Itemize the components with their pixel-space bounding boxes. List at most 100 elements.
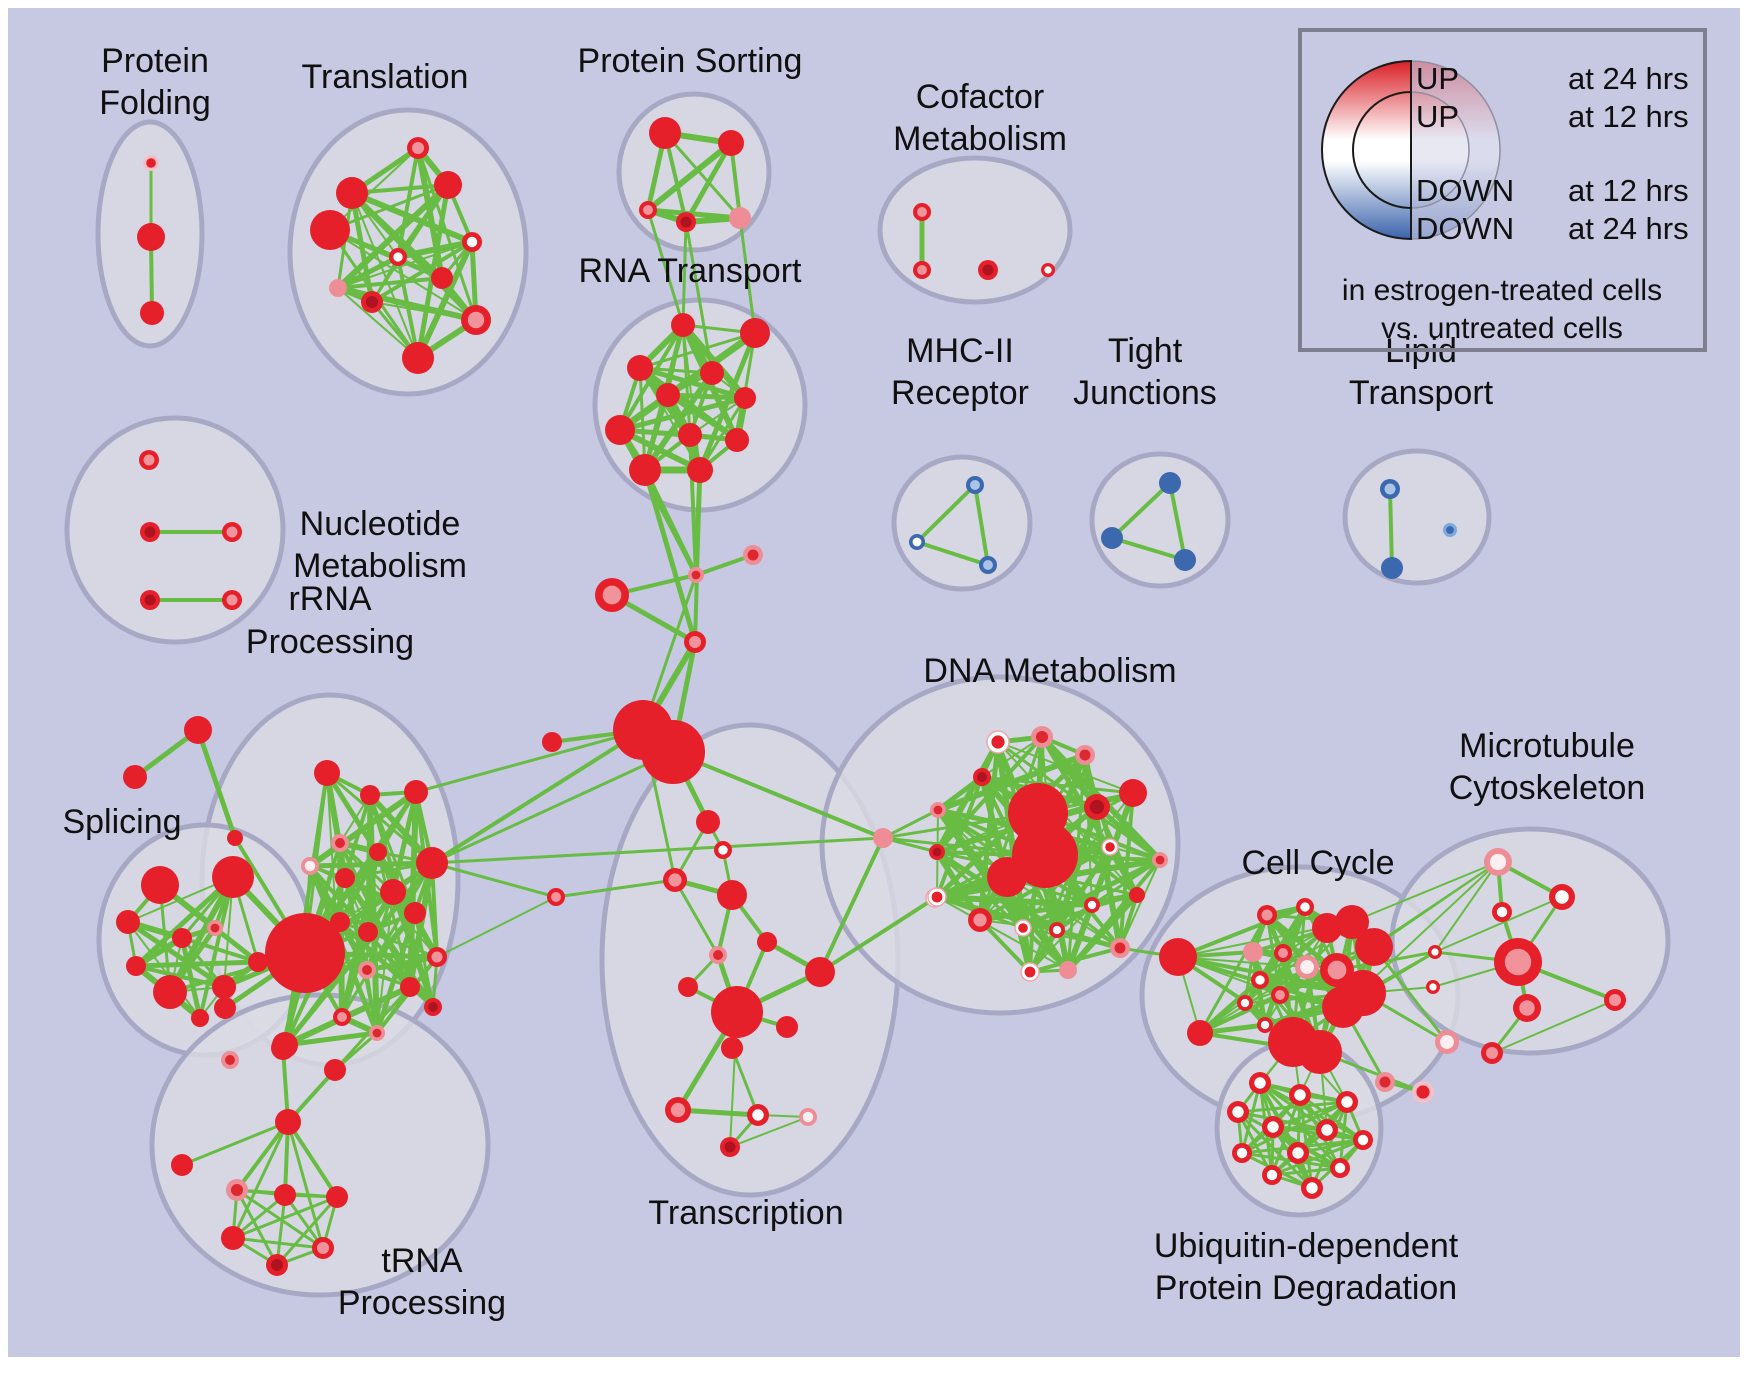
cluster-label-microtubule-cytoskeleton: Microtubule (1459, 727, 1635, 765)
network-edge (231, 1236, 325, 1250)
gene-node (336, 177, 368, 209)
gene-node (275, 1109, 301, 1135)
gene-node (265, 913, 345, 993)
network-edge (693, 468, 702, 644)
gene-node (718, 130, 744, 156)
cluster-ellipse-mhc-ii-receptor (891, 454, 1033, 592)
cluster-labels: Protein Folding Translation Protein Sorting… (62, 42, 1645, 1322)
network-edge (1434, 861, 1499, 953)
legend-row-time: at 24 hrs (1568, 211, 1689, 246)
gene-node (1335, 905, 1369, 939)
cluster-label-microtubule-cytoskeleton: Cytoskeleton (1449, 769, 1646, 807)
gene-node-center (372, 1028, 382, 1038)
gene-node-center (931, 891, 943, 903)
network-edge (338, 920, 439, 959)
gene-node (402, 342, 434, 374)
gene-node-center (146, 158, 156, 168)
gene-node-center (1306, 1182, 1318, 1194)
gene-node (116, 910, 140, 934)
network-edge (638, 331, 757, 370)
gene-node-center (362, 965, 372, 975)
gene-node (873, 828, 893, 848)
network-edge (1198, 913, 1269, 1035)
network-edge (1199, 994, 1281, 1034)
network-edge (430, 750, 675, 865)
network-edge (133, 874, 236, 969)
gene-node (400, 977, 420, 997)
legend-caption-line1: in estrogen-treated cells (1342, 274, 1662, 307)
network-edge (134, 964, 226, 989)
gene-node (274, 1184, 296, 1206)
network-edge (818, 896, 937, 974)
gene-node (696, 810, 720, 834)
gene-node-center (431, 951, 443, 963)
gene-node (734, 387, 756, 409)
network-edge (1107, 844, 1140, 898)
gene-node-center (365, 295, 379, 309)
gene-node-center (1519, 1000, 1535, 1016)
network-edge (390, 789, 419, 895)
cluster-label-cofactor-metabolism: Cofactor (916, 78, 1045, 116)
gene-node-center (270, 1258, 284, 1272)
gene-node (369, 843, 387, 861)
network-edge (350, 183, 450, 195)
gene-node (214, 997, 236, 1019)
network-edge (645, 140, 734, 213)
cluster-label-dna-metabolism: DNA Metabolism (923, 652, 1176, 690)
gene-node (330, 912, 350, 932)
gene-node-center (1232, 1106, 1244, 1118)
gene-node (137, 223, 165, 251)
gene-node-center (1278, 948, 1288, 958)
gene-node-center (724, 1141, 736, 1153)
gene-node (1187, 1020, 1213, 1046)
gene-node (404, 902, 426, 924)
network-edge (638, 366, 647, 472)
gene-node (687, 457, 713, 483)
gene-node-center (1357, 1134, 1369, 1146)
network-edge (180, 936, 260, 964)
gene-node-center (144, 526, 156, 538)
gene-node-center (752, 1109, 764, 1121)
gene-node-center (1240, 998, 1250, 1008)
network-edge (977, 892, 1140, 923)
cluster-ellipse-tight-junctions (1089, 451, 1231, 589)
gene-node-center (1429, 983, 1437, 991)
gene-node (326, 1186, 348, 1208)
network-edge (282, 860, 435, 1048)
gene-node-center (1255, 975, 1265, 985)
network-edge (282, 1030, 380, 1048)
gene-node (335, 868, 355, 888)
gene-node-center (467, 311, 485, 329)
gene-node-center (912, 537, 922, 547)
gene-node-center (1489, 853, 1507, 871)
legend-row-time: at 12 hrs (1568, 99, 1689, 134)
gene-node (212, 975, 236, 999)
gene-node (649, 117, 681, 149)
gene-node (678, 423, 702, 447)
gene-node (1059, 961, 1077, 979)
network-edge (1110, 481, 1172, 540)
gene-node-center (1236, 1147, 1248, 1159)
gene-node-center (983, 560, 993, 570)
network-edge (125, 919, 227, 990)
gene-node-center (1275, 990, 1285, 1000)
gene-node-center (668, 873, 682, 887)
cluster-label-cell-cycle: Cell Cycle (1241, 844, 1394, 882)
cluster-label-rrna-processing: rRNA (288, 580, 371, 618)
gene-node-center (316, 1241, 330, 1255)
cluster-label-nucleotide-metabolism: Nucleotide (300, 505, 461, 543)
network-edge (980, 775, 1135, 795)
gene-node (1119, 779, 1147, 807)
network-edge (683, 140, 734, 225)
gene-node-center (1334, 1162, 1346, 1174)
gene-node (191, 1009, 209, 1027)
gene-node-center (1087, 900, 1097, 910)
network-edge (881, 808, 940, 840)
legend: UP at 24 hrs UP at 12 hrs DOWN at 12 hrs… (1298, 28, 1707, 352)
gene-node-center (917, 207, 927, 217)
network-edge (430, 728, 645, 865)
network-edge (336, 276, 444, 290)
gene-node (740, 318, 770, 348)
gene-node (404, 780, 428, 804)
gene-node-center (1446, 526, 1454, 534)
